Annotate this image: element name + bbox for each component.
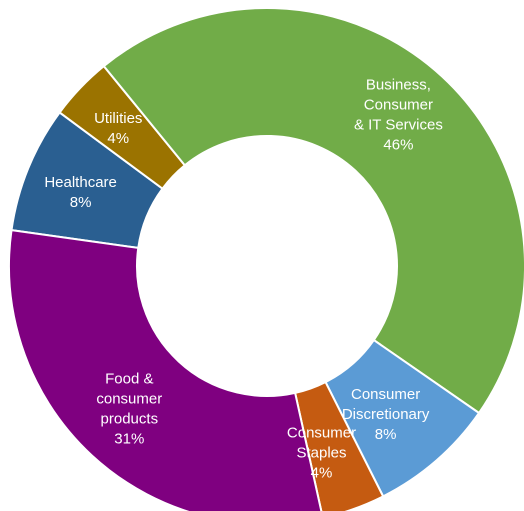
slice-label: Healthcare 8%	[44, 174, 117, 211]
slice-label: Consumer Staples 4%	[287, 424, 356, 481]
slice-label-line: Staples	[296, 444, 346, 461]
slice-label-line: 31%	[114, 430, 144, 447]
slice-label-line: Discretionary	[342, 406, 430, 423]
slice-labels: Healthcare 8% Utilities 4% Business, Consumer…	[44, 77, 443, 482]
slice-label: Food & consumer products 31%	[96, 370, 162, 447]
slice-label-line: products	[101, 410, 159, 427]
slice-label: Utilities 4%	[94, 110, 142, 147]
donut-slice	[102, 7, 524, 415]
slice-label-line: 8%	[375, 426, 397, 443]
donut-slices	[8, 7, 524, 511]
slice-label-line: consumer	[96, 390, 162, 407]
slice-label-line: 4%	[311, 464, 333, 481]
slice-label-line: Consumer	[364, 97, 433, 114]
donut-slice	[8, 228, 323, 511]
slice-label: Consumer Discretionary 8%	[342, 386, 430, 443]
slice-label-line: 46%	[383, 137, 413, 154]
slice-label-line: Business,	[366, 77, 431, 94]
slice-label-line: Consumer	[351, 386, 420, 403]
slice-label: Business, Consumer & IT Services 46%	[354, 77, 443, 154]
slice-label-line: 8%	[70, 194, 92, 211]
slice-label-line: 4%	[107, 130, 129, 147]
slice-label-line: Food &	[105, 370, 153, 387]
slice-label-line: Utilities	[94, 110, 142, 127]
slice-label-line: Consumer	[287, 424, 356, 441]
slice-label-line: & IT Services	[354, 117, 443, 134]
slice-label-line: Healthcare	[44, 174, 117, 191]
